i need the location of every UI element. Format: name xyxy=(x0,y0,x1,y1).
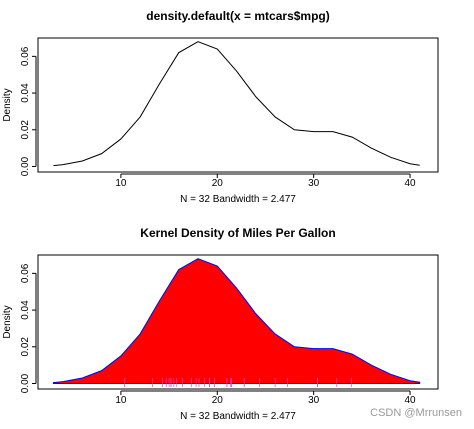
x-tick-label: 10 xyxy=(115,395,127,406)
y-tick-label: 0.02 xyxy=(20,120,31,140)
y-tick-label: 0.02 xyxy=(20,337,31,357)
x-axis-label: N = 32 Bandwidth = 2.477 xyxy=(180,411,296,422)
x-axis-label: N = 32 Bandwidth = 2.477 xyxy=(180,194,296,205)
plot-box xyxy=(37,254,439,390)
plot-box xyxy=(37,37,439,173)
y-tick-label: 0.06 xyxy=(20,263,31,283)
y-axis-label: Density xyxy=(2,88,13,121)
x-tick-label: 10 xyxy=(115,178,127,189)
x-tick-label: 20 xyxy=(212,178,224,189)
x-tick-label: 30 xyxy=(308,178,320,189)
x-tick-label: 30 xyxy=(308,395,320,406)
y-tick-label: 0.04 xyxy=(20,83,31,103)
x-tick-label: 40 xyxy=(404,178,416,189)
y-axis-label: Density xyxy=(2,305,13,338)
watermark: CSDN @Mrrunsen xyxy=(370,407,462,419)
density-area xyxy=(52,258,421,384)
x-tick-label: 40 xyxy=(404,395,416,406)
y-tick-label: 0.00 xyxy=(20,373,31,393)
x-tick-label: 20 xyxy=(212,395,224,406)
chart-title: density.default(x = mtcars$mpg) xyxy=(146,9,330,23)
chart-title: Kernel Density of Miles Per Gallon xyxy=(140,226,335,240)
density-line xyxy=(53,41,420,167)
y-tick-label: 0.06 xyxy=(20,46,31,66)
y-tick-label: 0.00 xyxy=(20,156,31,176)
y-tick-label: 0.04 xyxy=(20,300,31,320)
